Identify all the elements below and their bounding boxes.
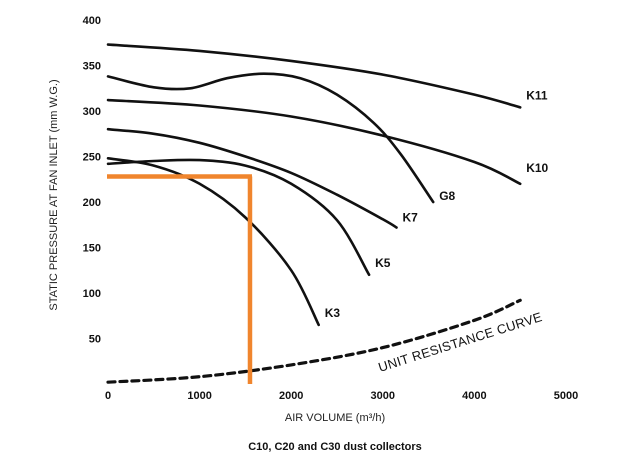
y-tick-label-3: 200 bbox=[83, 197, 101, 209]
series-line-k10 bbox=[106, 98, 522, 186]
y-axis-label: STATIC PRESSURE AT FAN INLET (mm W.G.) bbox=[48, 79, 60, 310]
series-label-k10: K10 bbox=[526, 161, 548, 175]
x-tick-label-5: 5000 bbox=[554, 390, 578, 402]
chart-caption: C10, C20 and C30 dust collectors bbox=[248, 441, 422, 453]
x-tick-label-1: 1000 bbox=[187, 390, 211, 402]
operating-point-layer bbox=[107, 174, 253, 384]
series-label-k3: K3 bbox=[325, 306, 341, 320]
y-tick-label-4: 250 bbox=[83, 152, 101, 164]
series-line-k5 bbox=[106, 158, 371, 277]
series-label-k11: K11 bbox=[526, 88, 548, 102]
x-tick-label-3: 3000 bbox=[371, 390, 395, 402]
curve-layer: K11 K10 G8 K7 K5 K3 UNIT RESISTANCE CURVE bbox=[106, 43, 549, 384]
series-line-unit-resistance-curve bbox=[106, 298, 522, 384]
series-label-k5: K5 bbox=[375, 256, 391, 270]
y-tick-label-6: 350 bbox=[83, 61, 101, 73]
series-line-k3 bbox=[106, 157, 320, 327]
series-line-g8 bbox=[106, 72, 435, 204]
y-tick-label-2: 150 bbox=[83, 243, 101, 255]
y-tick-label-5: 300 bbox=[83, 106, 101, 118]
y-tick-label-7: 400 bbox=[83, 15, 101, 27]
y-tick-label-1: 100 bbox=[83, 288, 101, 300]
series-line-k7 bbox=[106, 127, 398, 229]
tick-layer: 0 1000 2000 3000 4000 5000 50 100 150 200 250 300 35… bbox=[83, 15, 579, 402]
series-label-g8: G8 bbox=[439, 189, 455, 203]
x-axis-label: AIR VOLUME (m³/h) bbox=[285, 412, 385, 424]
x-tick-label-2: 2000 bbox=[279, 390, 303, 402]
x-tick-label-4: 4000 bbox=[462, 390, 486, 402]
series-label-unit-resistance-curve: UNIT RESISTANCE CURVE bbox=[376, 309, 544, 375]
series-label-k7: K7 bbox=[403, 211, 419, 225]
y-tick-label-0: 50 bbox=[89, 334, 101, 346]
x-tick-label-0: 0 bbox=[105, 390, 111, 402]
series-line-k11 bbox=[106, 43, 522, 109]
